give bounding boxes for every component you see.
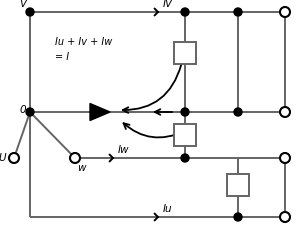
- Circle shape: [26, 108, 34, 116]
- Circle shape: [280, 107, 290, 117]
- Circle shape: [70, 153, 80, 163]
- Text: U: U: [0, 153, 6, 163]
- Bar: [174, 124, 196, 146]
- Circle shape: [234, 108, 242, 116]
- Bar: [174, 42, 196, 64]
- Circle shape: [26, 8, 34, 16]
- Text: w: w: [77, 163, 86, 173]
- Circle shape: [234, 213, 242, 221]
- Circle shape: [280, 212, 290, 222]
- Polygon shape: [90, 104, 110, 120]
- Circle shape: [234, 8, 242, 16]
- Circle shape: [280, 7, 290, 17]
- Circle shape: [181, 154, 189, 162]
- Text: Iu: Iu: [163, 204, 172, 214]
- Text: 0: 0: [20, 105, 26, 115]
- Bar: [227, 174, 249, 196]
- Circle shape: [181, 8, 189, 16]
- Text: Iu + Iv + Iw
= I: Iu + Iv + Iw = I: [55, 37, 112, 62]
- Text: V: V: [19, 0, 26, 9]
- Text: IV: IV: [163, 0, 173, 9]
- Circle shape: [9, 153, 19, 163]
- Circle shape: [181, 108, 189, 116]
- Circle shape: [280, 153, 290, 163]
- Text: Iw: Iw: [118, 145, 130, 155]
